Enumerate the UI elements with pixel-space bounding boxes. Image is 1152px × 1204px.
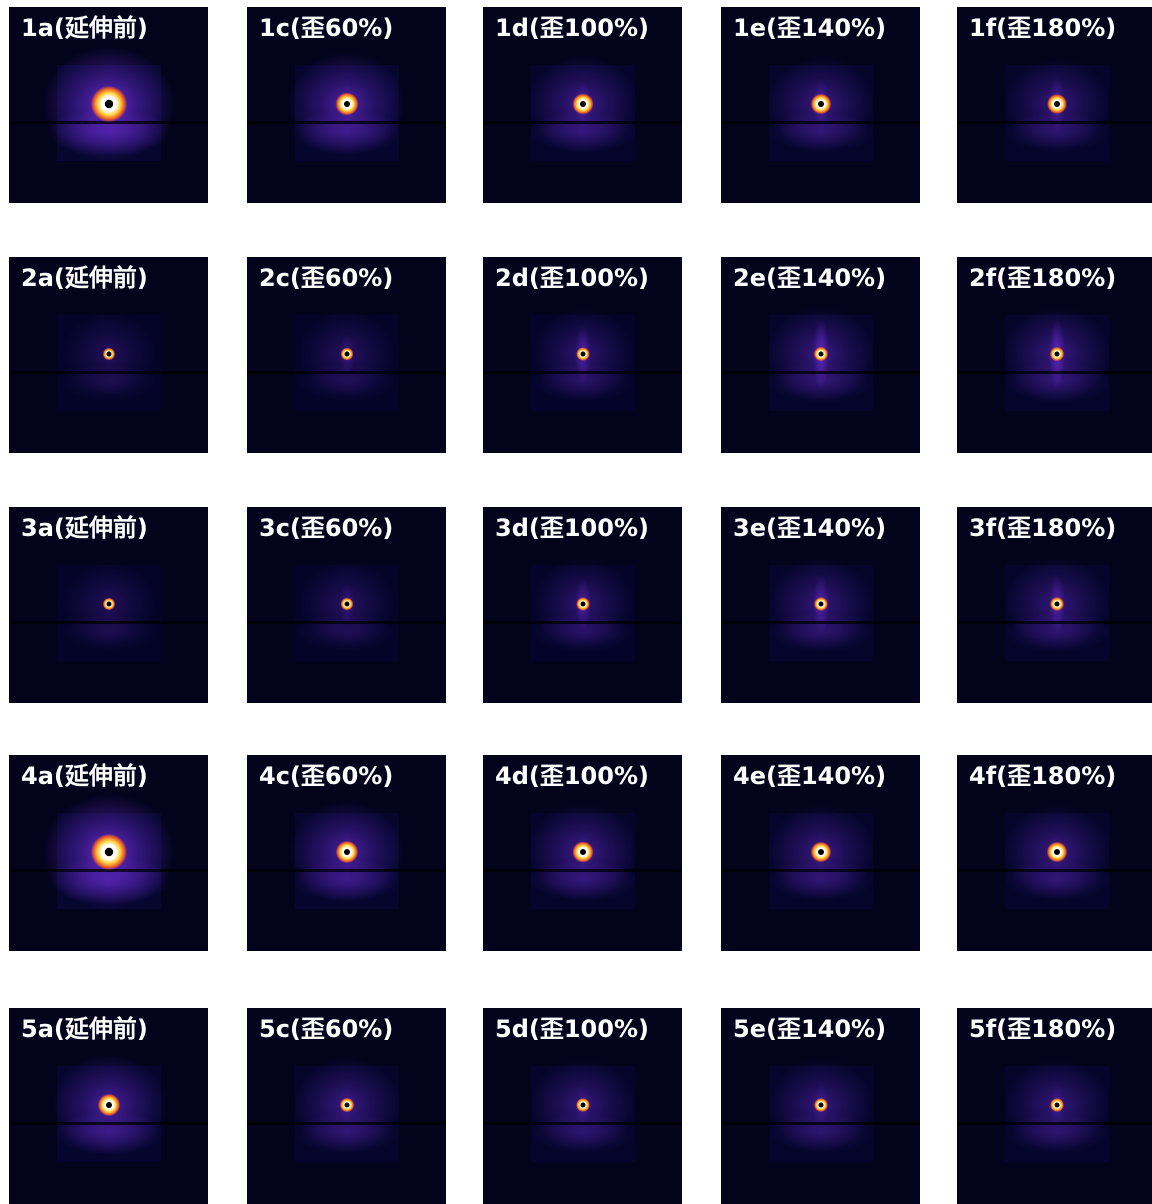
- scattering-panel: 4e(歪140%): [721, 755, 920, 951]
- panel-label: 5f(歪180%): [969, 1015, 1117, 1043]
- scattering-pattern-image: [483, 309, 682, 411]
- panel-label: 4a(延伸前): [21, 762, 148, 790]
- panel-label: 3e(歪140%): [733, 514, 887, 542]
- scattering-pattern-image: [9, 562, 208, 661]
- scattering-panel: 4d(歪100%): [483, 755, 682, 951]
- scattering-panel: 2d(歪100%): [483, 257, 682, 453]
- scattering-panel: 1f(歪180%): [957, 7, 1152, 203]
- scattering-panel: 4a(延伸前): [9, 755, 208, 951]
- scattering-pattern-image: [721, 56, 920, 161]
- panel-label: 5e(歪140%): [733, 1015, 887, 1043]
- scattering-pattern-image: [9, 794, 208, 910]
- scattering-pattern-image: [9, 312, 208, 411]
- scattering-panel: 4f(歪180%): [957, 755, 1152, 951]
- scattering-panel: 4c(歪60%): [247, 755, 446, 951]
- scattering-panel: 3a(延伸前): [9, 507, 208, 703]
- panel-label: 3f(歪180%): [969, 514, 1117, 542]
- scattering-pattern-image: [9, 1054, 208, 1162]
- scattering-panel: 5e(歪140%): [721, 1008, 920, 1204]
- panel-label: 4c(歪60%): [259, 762, 394, 790]
- panel-label: 1d(歪100%): [495, 14, 649, 42]
- scattering-panel: 2c(歪60%): [247, 257, 446, 453]
- scattering-panel: 5a(延伸前): [9, 1008, 208, 1204]
- panel-label: 1e(歪140%): [733, 14, 887, 42]
- scattering-pattern-image: [483, 1059, 682, 1162]
- panel-label: 3c(歪60%): [259, 514, 394, 542]
- scattering-pattern-image: [957, 58, 1152, 161]
- scattering-pattern-image: [247, 311, 446, 411]
- scattering-panel: 2a(延伸前): [9, 257, 208, 453]
- scattering-pattern-image: [721, 306, 920, 411]
- scattering-pattern-image: [957, 1059, 1152, 1162]
- scattering-panel: 5d(歪100%): [483, 1008, 682, 1204]
- panel-label: 2e(歪140%): [733, 264, 887, 292]
- panel-label: 2a(延伸前): [21, 264, 148, 292]
- scattering-panel: 1e(歪140%): [721, 7, 920, 203]
- scattering-pattern-image: [247, 801, 446, 909]
- scattering-panel: 2f(歪180%): [957, 257, 1152, 453]
- scattering-pattern-image: [957, 306, 1152, 411]
- scattering-pattern-image: [247, 561, 446, 661]
- scattering-panel: 3f(歪180%): [957, 507, 1152, 703]
- scattering-pattern-image: [483, 559, 682, 661]
- panel-label: 2c(歪60%): [259, 264, 394, 292]
- panel-label: 2d(歪100%): [495, 264, 649, 292]
- scattering-panel: 3c(歪60%): [247, 507, 446, 703]
- scattering-panel: 1c(歪60%): [247, 7, 446, 203]
- scattering-pattern-image: [957, 558, 1152, 661]
- scattering-pattern-image: [721, 558, 920, 661]
- panel-label: 1c(歪60%): [259, 14, 394, 42]
- scattering-pattern-image: [483, 803, 682, 909]
- scattering-pattern-image: [721, 1059, 920, 1162]
- scattering-pattern-image: [957, 804, 1152, 909]
- panel-label: 4f(歪180%): [969, 762, 1117, 790]
- scattering-panel: 5f(歪180%): [957, 1008, 1152, 1204]
- panel-label: 3a(延伸前): [21, 514, 148, 542]
- scattering-pattern-image: [9, 46, 208, 162]
- scattering-panel: 2e(歪140%): [721, 257, 920, 453]
- scattering-pattern-image: [247, 52, 446, 161]
- panel-label: 3d(歪100%): [495, 514, 649, 542]
- panel-label: 5a(延伸前): [21, 1015, 148, 1043]
- panel-label: 2f(歪180%): [969, 264, 1117, 292]
- scattering-panel: 3e(歪140%): [721, 507, 920, 703]
- scattering-panel: 5c(歪60%): [247, 1008, 446, 1204]
- panel-label: 5d(歪100%): [495, 1015, 649, 1043]
- panel-label: 1a(延伸前): [21, 14, 148, 42]
- scattering-panel: 1a(延伸前): [9, 7, 208, 203]
- scattering-pattern-image: [721, 804, 920, 909]
- panel-label: 4d(歪100%): [495, 762, 649, 790]
- panel-label: 5c(歪60%): [259, 1015, 394, 1043]
- scattering-pattern-image: [247, 1057, 446, 1162]
- panel-label: 1f(歪180%): [969, 14, 1117, 42]
- scattering-panel: 1d(歪100%): [483, 7, 682, 203]
- scattering-panel: 3d(歪100%): [483, 507, 682, 703]
- panel-label: 4e(歪140%): [733, 762, 887, 790]
- scattering-pattern-image: [483, 55, 682, 161]
